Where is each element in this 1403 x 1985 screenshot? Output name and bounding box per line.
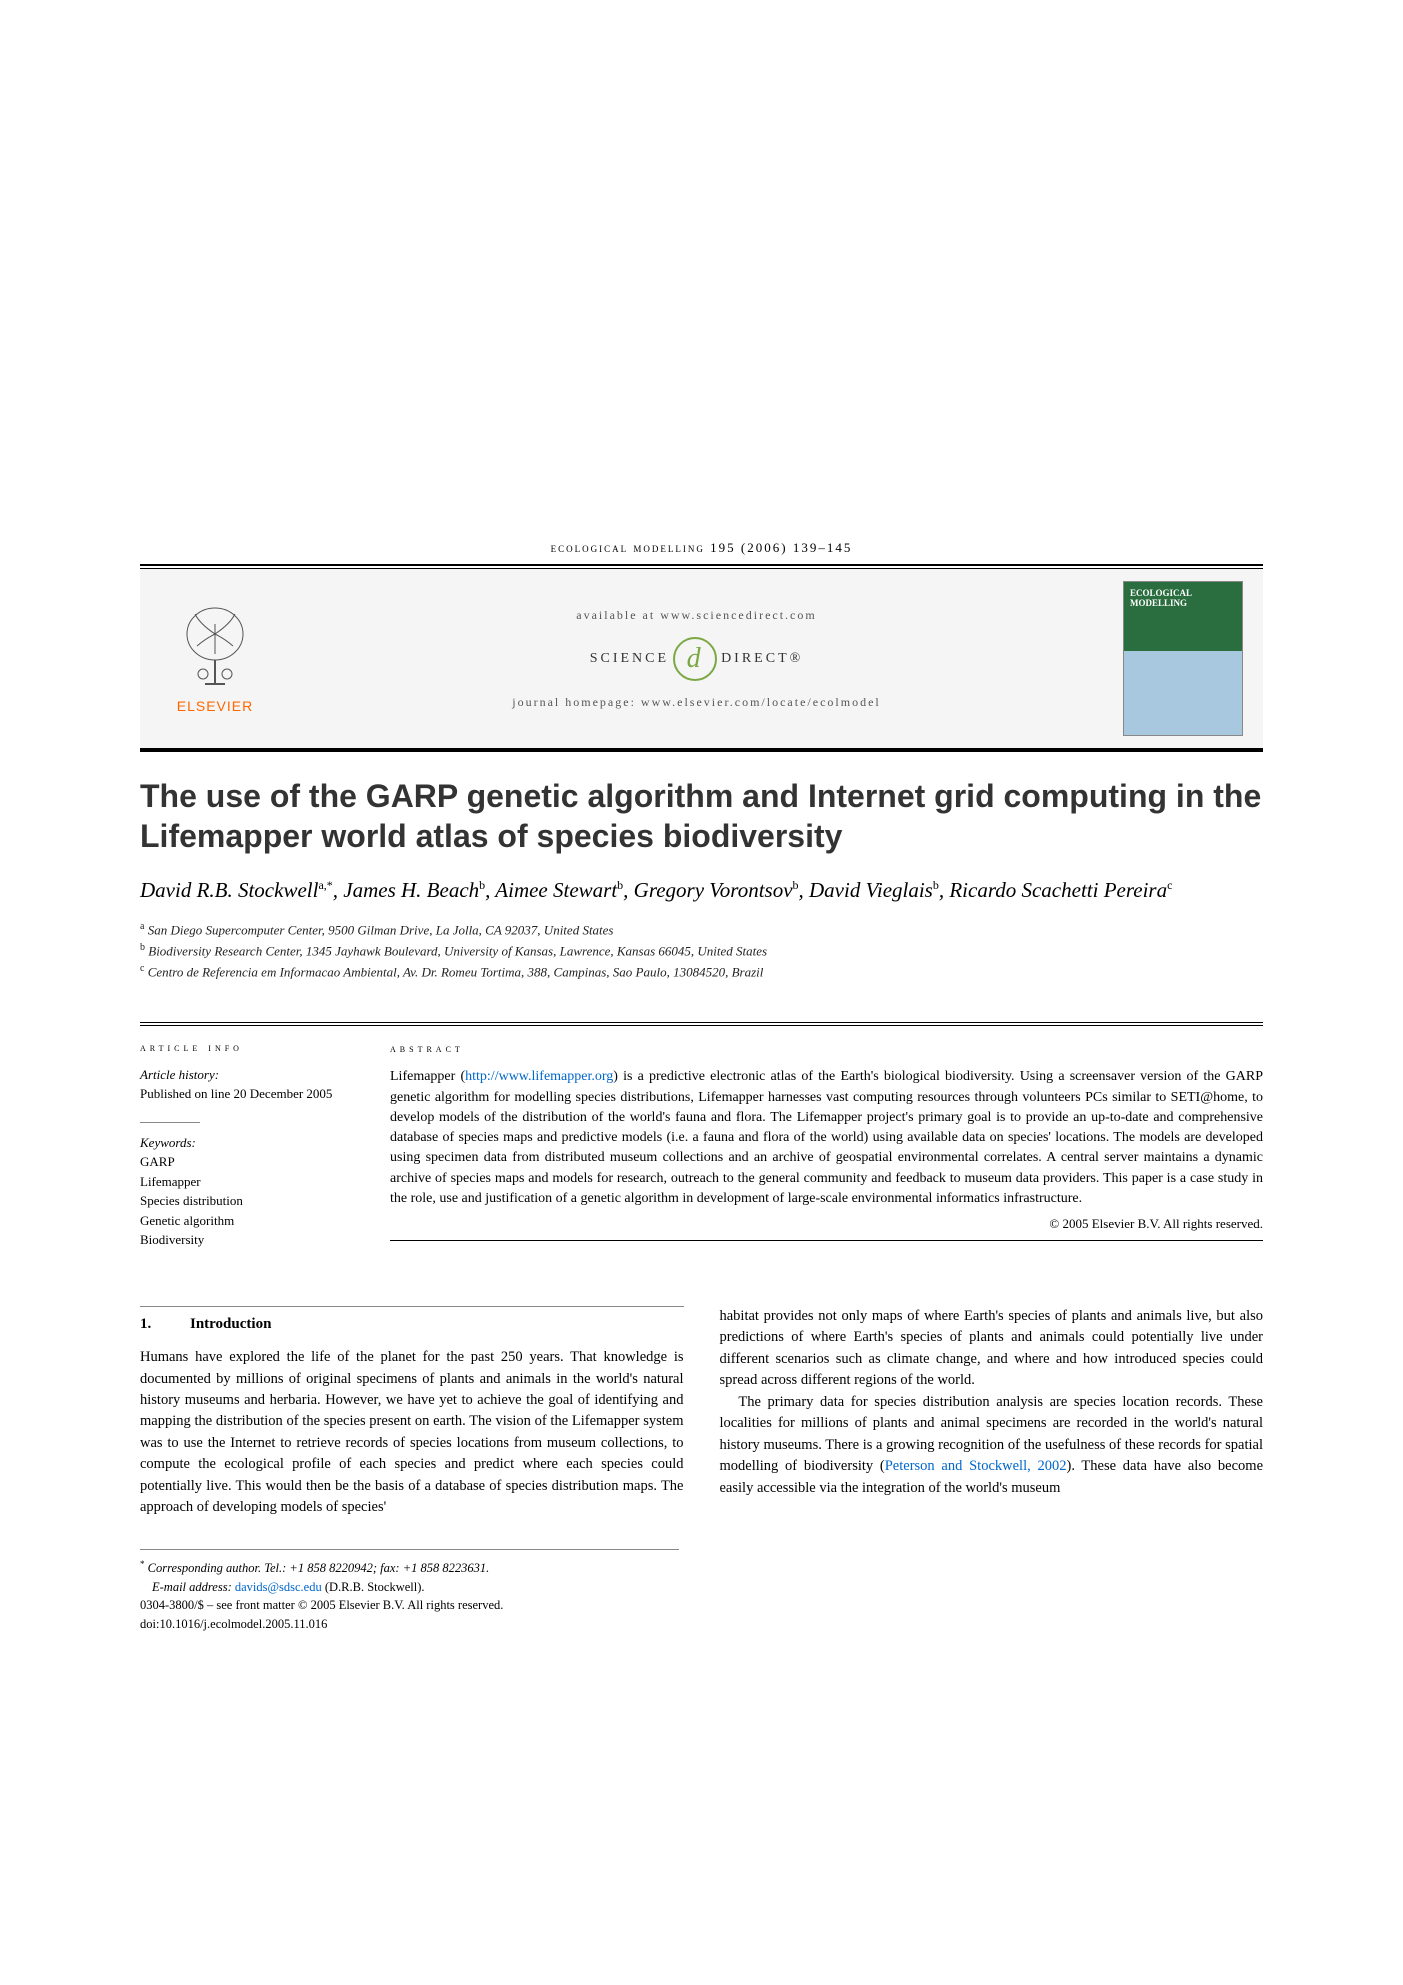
available-at: available at www.sciencedirect.com — [576, 608, 816, 623]
article-info: article info Article history: Published … — [140, 1025, 380, 1268]
affiliations: a San Diego Supercomputer Center, 9500 G… — [140, 919, 1263, 981]
sd-d-icon: d — [673, 637, 717, 681]
sciencedirect-logo: SCIENCE d DIRECT® — [590, 637, 804, 681]
section-heading: 1.Introduction — [140, 1306, 684, 1335]
keywords-label: Keywords: — [140, 1133, 360, 1153]
body-paragraph: The primary data for species distributio… — [720, 1392, 1264, 1499]
affiliation-a: San Diego Supercomputer Center, 9500 Gil… — [148, 923, 614, 938]
running-header: ecological modelling 195 (2006) 139–145 — [140, 540, 1263, 564]
body-columns: 1.Introduction Humans have explored the … — [140, 1306, 1263, 1519]
title-section: The use of the GARP genetic algorithm an… — [140, 752, 1263, 1000]
abstract-post: ) is a predictive electronic atlas of th… — [390, 1069, 1263, 1206]
keyword: GARP — [140, 1152, 360, 1172]
elsevier-tree-icon — [175, 604, 255, 694]
author-list: David R.B. Stockwella,*, James H. Beachb… — [140, 876, 1263, 905]
lifemapper-link[interactable]: http://www.lifemapper.org — [465, 1069, 613, 1084]
abstract: abstract Lifemapper (http://www.lifemapp… — [380, 1025, 1263, 1268]
section-number: 1. — [140, 1313, 190, 1335]
body-col-right: habitat provides not only maps of where … — [720, 1306, 1264, 1519]
divider — [140, 1122, 200, 1123]
keyword: Species distribution — [140, 1191, 360, 1211]
issn-line: 0304-3800/$ – see front matter © 2005 El… — [140, 1596, 679, 1615]
history-label: Article history: — [140, 1065, 360, 1085]
copyright-line: © 2005 Elsevier B.V. All rights reserved… — [390, 1215, 1263, 1234]
history-date: Published on line 20 December 2005 — [140, 1084, 360, 1104]
rule — [390, 1240, 1263, 1241]
page-container: ecological modelling 195 (2006) 139–145 … — [0, 0, 1403, 1694]
doi-line: doi:10.1016/j.ecolmodel.2005.11.016 — [140, 1615, 679, 1634]
abstract-pre: Lifemapper ( — [390, 1069, 465, 1084]
cover-title: ECOLOGICAL MODELLING — [1130, 588, 1242, 608]
body-col-left: 1.Introduction Humans have explored the … — [140, 1306, 684, 1519]
elsevier-wordmark: ELSEVIER — [177, 698, 253, 714]
rule — [140, 564, 1263, 566]
email-link[interactable]: davids@sdsc.edu — [235, 1580, 322, 1594]
journal-homepage: journal homepage: www.elsevier.com/locat… — [512, 695, 880, 710]
body-paragraph: Humans have explored the life of the pla… — [140, 1347, 684, 1519]
article-title: The use of the GARP genetic algorithm an… — [140, 776, 1263, 856]
abstract-label: abstract — [390, 1040, 1263, 1057]
corresponding-author: Corresponding author. Tel.: +1 858 82209… — [148, 1561, 490, 1575]
body-paragraph: habitat provides not only maps of where … — [720, 1306, 1264, 1392]
publisher-header: ELSEVIER available at www.sciencedirect.… — [140, 569, 1263, 752]
elsevier-logo: ELSEVIER — [160, 604, 270, 714]
journal-cover-thumbnail: ECOLOGICAL MODELLING — [1123, 581, 1243, 736]
abstract-text: Lifemapper (http://www.lifemapper.org) i… — [390, 1067, 1263, 1209]
citation-link[interactable]: Peterson and Stockwell, 2002 — [885, 1458, 1067, 1474]
affiliation-c: Centro de Referencia em Informacao Ambie… — [148, 964, 764, 979]
keyword: Biodiversity — [140, 1230, 360, 1250]
header-center: available at www.sciencedirect.com SCIEN… — [270, 608, 1123, 710]
footer: * Corresponding author. Tel.: +1 858 822… — [140, 1549, 679, 1634]
section-title: Introduction — [190, 1316, 271, 1332]
keyword: Genetic algorithm — [140, 1211, 360, 1231]
info-label: article info — [140, 1040, 360, 1055]
affiliation-b: Biodiversity Research Center, 1345 Jayha… — [148, 944, 767, 959]
sd-science: SCIENCE — [590, 651, 669, 667]
info-abstract-row: article info Article history: Published … — [140, 1022, 1263, 1268]
keyword: Lifemapper — [140, 1172, 360, 1192]
email-label: E-mail address: — [152, 1580, 232, 1594]
sd-direct: DIRECT® — [721, 651, 803, 667]
email-name: (D.R.B. Stockwell). — [325, 1580, 425, 1594]
